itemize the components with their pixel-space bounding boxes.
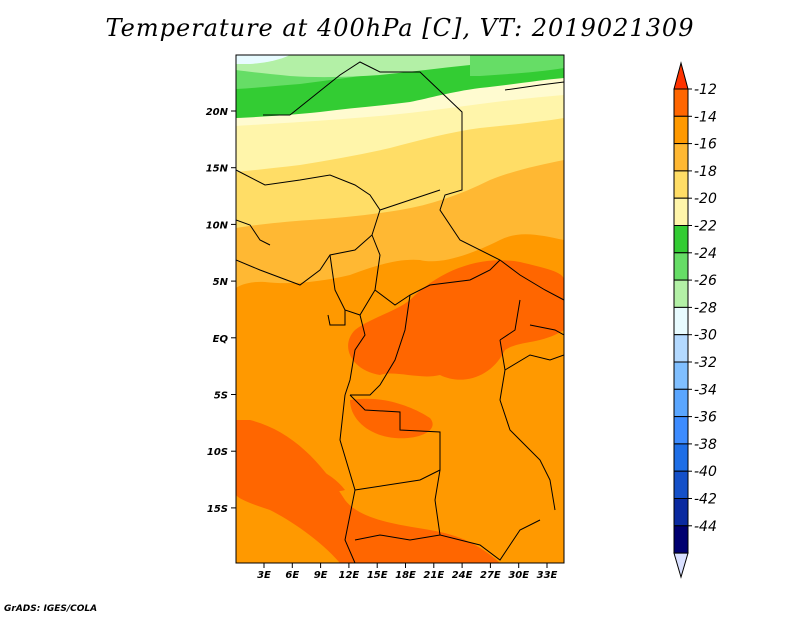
colorbar-label: -28 [694,300,717,316]
lon-tick-label: 18E [395,570,416,581]
lat-tick-label: 15N [206,164,229,175]
colorbar-label: -38 [694,437,717,453]
lon-tick-label: 6E [285,570,299,581]
credit-text: GrADS: IGES/COLA [4,604,98,614]
colorbar-label: -16 [694,137,717,153]
lon-tick-label: 15E [367,570,388,581]
warm-band-central [348,260,564,380]
lon-tick-label: 21E [423,570,444,581]
colorbar-label: -34 [694,382,717,398]
colorbar-swatch [673,197,689,226]
map-frame [235,54,565,564]
colorbar-swatch [673,115,689,145]
lat-tick-label: 10N [206,220,229,231]
lat-tick-label: 20N [206,107,229,118]
lon-tick-label: 24E [452,570,473,581]
lat-tick-label: EQ [213,334,229,345]
colorbar-swatch [673,470,689,500]
colorbar-label: -14 [694,109,717,125]
longitude-axis: 3E 6E 9E 12E 15E 18E 21E 24E 27E 30E 33E [257,563,558,581]
colorbar-swatch [673,279,689,308]
colorbar-swatch [673,416,689,445]
warm-band-south-patch [270,455,345,492]
colorbar-label: -18 [694,164,717,180]
colorbar: -12 -14 -16 -18 -20 -22 -24 -26 -28 -30 -32 -34 -36 -… [673,61,717,579]
colorbar-label: -42 [694,492,717,508]
colorbar-label: -26 [694,273,717,289]
map-title: Temperature at 400hPa [C], VT: 201902130… [105,14,695,42]
lon-tick-label: 12E [339,570,360,581]
colorbar-top-arrow [673,61,689,90]
colorbar-swatch [673,334,689,363]
lon-tick-label: 9E [314,570,328,581]
colorbar-label: -20 [694,191,717,207]
colorbar-label: -30 [694,328,717,344]
colorbar-swatch [673,525,689,554]
lat-tick-label: 10S [207,447,228,458]
lat-tick-label: 5N [213,277,229,288]
country-borders [236,61,564,563]
colorbar-bottom-arrow [673,552,689,579]
temperature-field [236,55,564,563]
colorbar-swatch [673,143,689,172]
colorbar-label: -32 [694,355,717,371]
colorbar-swatch [673,388,689,418]
colorbar-swatch [673,225,689,254]
latitude-axis: 20N 15N 10N 5N EQ 5S 10S 15S [206,107,236,515]
colorbar-swatch [673,88,689,117]
colorbar-swatch [673,361,689,390]
colorbar-label: -24 [694,246,717,262]
colorbar-label: -44 [694,519,717,535]
lon-tick-label: 27E [480,570,501,581]
colorbar-swatch [673,252,689,281]
colorbar-swatch [673,170,689,199]
warm-band-south-west [350,398,433,439]
lon-tick-label: 33E [537,570,558,581]
lon-tick-label: 30E [508,570,529,581]
band-minus-30 [236,55,290,64]
colorbar-swatch [673,443,689,472]
lat-tick-label: 15S [207,504,228,515]
colorbar-label: -40 [694,464,717,480]
colorbar-label: -12 [694,82,717,98]
lat-tick-label: 5S [214,391,228,402]
warm-band-south [236,420,500,563]
colorbar-swatch [673,306,689,336]
band-minus-26-east [470,55,564,76]
colorbar-swatch [673,498,689,527]
colorbar-label: -36 [694,410,717,426]
lon-tick-label: 3E [257,570,271,581]
colorbar-label: -22 [694,219,717,235]
